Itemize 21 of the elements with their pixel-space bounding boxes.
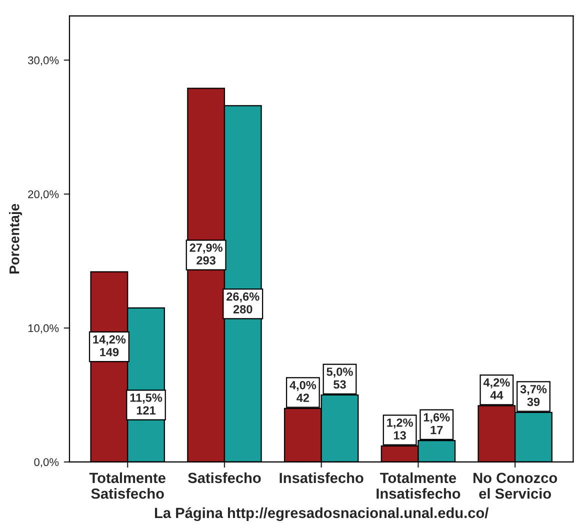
y-axis-title: Porcentaje [9, 204, 22, 274]
y-tick-label: 20,0% [28, 190, 59, 200]
data-label: 27,9% 293 [190, 243, 222, 265]
x-tick-label: Totalmente Insatisfecho [376, 472, 460, 499]
data-label: 26,6% 280 [226, 292, 260, 314]
data-label: 5,0% 53 [326, 368, 353, 389]
x-tick-label: No Conozco el Servicio [474, 472, 558, 499]
data-label: 1,6% 17 [424, 413, 450, 434]
x-tick-label: Satisfecho [188, 472, 261, 484]
data-label: 1,2% 13 [387, 418, 413, 440]
x-tick-label: Insatisfecho [280, 472, 364, 484]
data-label: 4,2% 44 [483, 378, 510, 400]
y-tick-label: 0,0% [34, 458, 59, 468]
y-tick-label: 10,0% [28, 324, 59, 334]
data-label: 3,7% 39 [520, 384, 547, 406]
data-label: 14,2% 149 [93, 335, 126, 356]
x-axis-title: La Página http://egresadosnacional.unal.edu.co/ [155, 507, 489, 522]
y-tick-label: 30,0% [28, 56, 59, 66]
data-label: 11,5% 121 [130, 394, 162, 414]
data-label: 4,0% 42 [290, 380, 316, 402]
x-tick-label: Totalmente Satisfecho [89, 472, 166, 499]
